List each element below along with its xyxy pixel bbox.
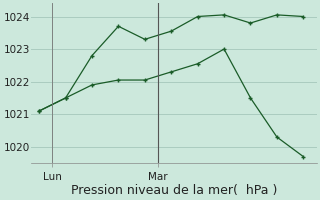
X-axis label: Pression niveau de la mer(  hPa ): Pression niveau de la mer( hPa ) [71, 184, 277, 197]
